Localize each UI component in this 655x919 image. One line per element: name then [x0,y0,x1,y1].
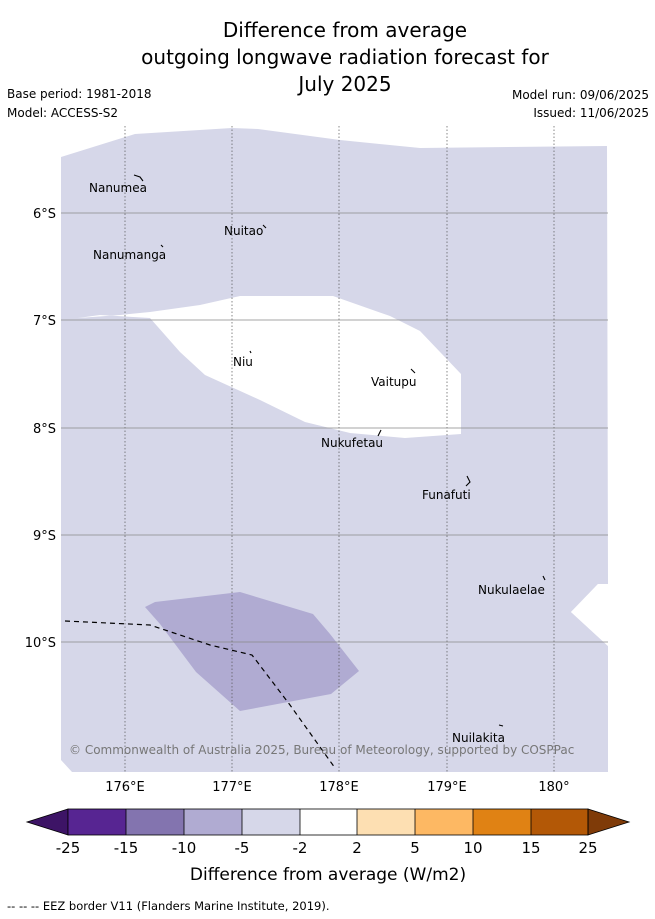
colorbar-bin-4 [242,809,300,835]
colorbar-bin-1 [68,809,126,835]
lat-tick-7s: 7°S [33,314,56,329]
grid-lines [61,126,608,772]
colorbar-tick: -10 [172,839,197,857]
base-period: Base period: 1981-2018 [7,87,152,101]
title-line-1: Difference from average [222,18,468,42]
map-title: Difference from average outgoing longwav… [0,17,655,98]
colorbar-bin-6 [357,809,415,835]
model-run: Model run: 09/06/2025 [511,88,649,102]
lon-tick-177e: 177°E [212,780,252,795]
colorbar-bin-8 [473,809,531,835]
island-label-vaitupu: Vaitupu [371,375,417,389]
copyright-notice: © Commonwealth of Australia 2025, Bureau… [69,743,574,757]
island-label-nuitao: Nuitao [224,224,263,238]
colorbar-tick: 10 [463,839,482,857]
colorbar-bin-7 [415,809,473,835]
colorbar-bin-2 [126,809,184,835]
eez-legend-note: -- -- -- EEZ border V11 (Flanders Marine… [7,899,330,913]
colorbar-label: Difference from average (W/m2) [190,865,466,885]
island-shapes [133,174,546,727]
colorbar-tick: 5 [410,839,420,857]
lon-tick-176e: 176°E [105,780,145,795]
island-label-niu: Niu [233,355,253,369]
colorbar-bin-3 [184,809,242,835]
lat-tick-8s: 8°S [33,422,56,437]
island-label-nukulaelae: Nukulaelae [478,583,545,597]
island-label-nanumea: Nanumea [89,181,147,195]
colorbar-tick: -15 [114,839,139,857]
title-line-3: July 2025 [298,72,392,96]
anomaly-region-medium [145,592,359,711]
colorbar-extend-low [25,808,69,836]
model-name: Model: ACCESS-S2 [7,106,119,120]
colorbar [25,808,631,836]
lat-tick-6s: 6°S [33,207,56,222]
island-label-nuilakita: Nuilakita [452,731,505,745]
lat-tick-10s: 10°S [25,636,56,651]
lon-tick-180: 180° [538,780,569,795]
colorbar-extend-high [587,808,631,836]
title-line-2: outgoing longwave radiation forecast for [141,45,549,69]
colorbar-tick: 15 [521,839,540,857]
colorbar-bin-5 [300,809,357,835]
anomaly-region-neutral [78,296,461,438]
colorbar-tick: 2 [352,839,362,857]
issued-date: Issued: 11/06/2025 [533,106,649,120]
colorbar-tick: -25 [56,839,81,857]
colorbar-tick: -5 [235,839,250,857]
lat-tick-9s: 9°S [33,529,56,544]
lon-tick-178e: 178°E [319,780,359,795]
colorbar-tick: 25 [578,839,597,857]
island-label-funafuti: Funafuti [422,488,471,502]
island-label-nukufetau: Nukufetau [321,436,383,450]
island-label-nanumanga: Nanumanga [93,248,166,262]
anomaly-region-neutral-east [571,584,608,646]
colorbar-tick: -2 [293,839,308,857]
lon-tick-179e: 179°E [427,780,467,795]
colorbar-bin-9 [531,809,588,835]
